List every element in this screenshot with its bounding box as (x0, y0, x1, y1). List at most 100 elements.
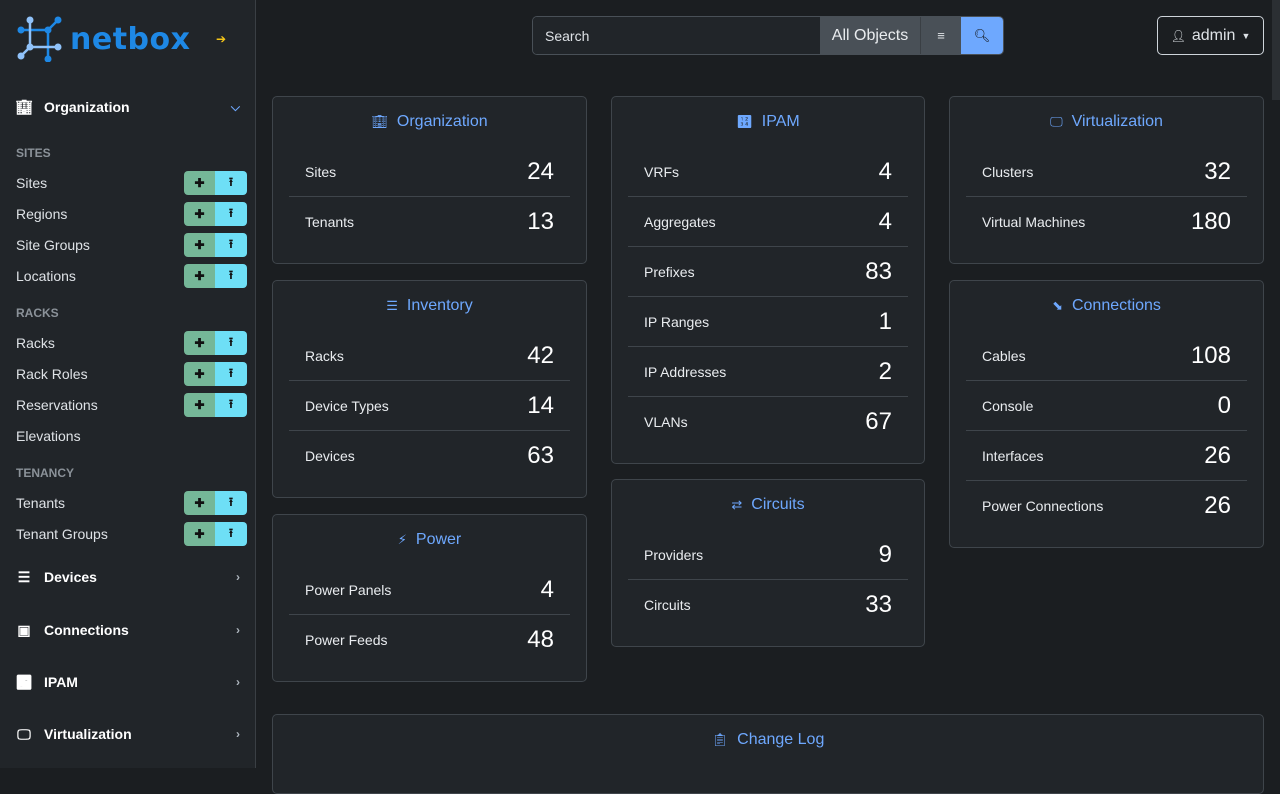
sidebar-section-organization[interactable]: 🏢︎ Organization ⌵ (14, 95, 240, 119)
stat-row[interactable]: VLANs 67 (628, 397, 908, 447)
import-button[interactable]: ⭱ (215, 264, 247, 288)
sidebar-section-connections[interactable]: ▣ Connections › (14, 618, 240, 642)
stat-label[interactable]: VRFs (644, 163, 679, 180)
add-button[interactable]: ✚ (184, 331, 215, 355)
stat-row[interactable]: Devices 63 (289, 431, 570, 481)
card-header[interactable]: 📋︎ Change Log (273, 715, 1263, 765)
netbox-logo[interactable]: netbox (16, 16, 190, 62)
add-button[interactable]: ✚ (184, 491, 215, 515)
sidebar-item-elevations[interactable]: Elevations (16, 424, 247, 448)
add-button[interactable]: ✚ (184, 202, 215, 226)
stat-label[interactable]: Device Types (305, 397, 389, 414)
stat-row[interactable]: Virtual Machines 180 (966, 197, 1247, 247)
import-button[interactable]: ⭱ (215, 522, 247, 546)
sidebar-item-site-groups[interactable]: Site Groups ✚ ⭱ (16, 233, 247, 257)
sidebar-item-rack-roles[interactable]: Rack Roles ✚ ⭱ (16, 362, 247, 386)
stat-row[interactable]: Power Panels 4 (289, 565, 570, 615)
stat-row[interactable]: Racks 42 (289, 331, 570, 381)
scrollbar[interactable] (1272, 0, 1280, 100)
stat-row[interactable]: Console 0 (966, 381, 1247, 431)
pin-sidebar-icon[interactable]: ➔ (216, 32, 227, 46)
sidebar-section-devices[interactable]: ☰ Devices › (14, 565, 240, 589)
stat-label[interactable]: Interfaces (982, 447, 1044, 464)
stat-row[interactable]: Device Types 14 (289, 381, 570, 431)
card-header[interactable]: ☰ Inventory (273, 281, 586, 331)
card-body: Providers 9 Circuits 33 (612, 530, 924, 646)
import-button[interactable]: ⭱ (215, 331, 247, 355)
card-header[interactable]: ⚡︎ Power (273, 515, 586, 565)
transit-icon: ⇄ (731, 497, 743, 512)
sidebar-item-locations[interactable]: Locations ✚ ⭱ (16, 264, 247, 288)
stat-row[interactable]: VRFs 4 (628, 147, 908, 197)
import-button[interactable]: ⭱ (215, 202, 247, 226)
import-button[interactable]: ⭱ (215, 233, 247, 257)
chevron-right-icon: › (236, 727, 240, 741)
import-button[interactable]: ⭱ (215, 362, 247, 386)
import-button[interactable]: ⭱ (215, 171, 247, 195)
stat-label[interactable]: Providers (644, 546, 704, 563)
sidebar-item-sites[interactable]: Sites ✚ ⭱ (16, 171, 247, 195)
stat-label[interactable]: Virtual Machines (982, 214, 1086, 230)
card-header[interactable]: 🔢︎ IPAM (612, 97, 924, 147)
sidebar-item-tenants[interactable]: Tenants ✚ ⭱ (16, 491, 247, 515)
stat-label[interactable]: Tenants (305, 214, 355, 230)
sidebar-item-tenant-groups[interactable]: Tenant Groups ✚ ⭱ (16, 522, 247, 546)
stat-row[interactable]: Circuits 33 (628, 580, 908, 630)
stat-label[interactable]: Power Panels (305, 581, 392, 598)
card-title: Virtualization (1071, 113, 1163, 130)
add-button[interactable]: ✚ (184, 171, 215, 195)
stat-row[interactable]: Prefixes 83 (628, 247, 908, 297)
sidebar-section-virtualization[interactable]: 🖵︎ Virtualization › (14, 722, 240, 746)
add-button[interactable]: ✚ (184, 233, 215, 257)
search-input[interactable]: Search (533, 17, 820, 54)
add-button[interactable]: ✚ (184, 264, 215, 288)
sidebar-item-regions[interactable]: Regions ✚ ⭱ (16, 202, 247, 226)
stat-label[interactable]: Power Connections (982, 498, 1104, 514)
building-icon: 🏢︎ (15, 98, 33, 115)
stat-label[interactable]: Circuits (644, 597, 691, 613)
search-button[interactable]: 🔍︎ (961, 17, 1003, 54)
add-button[interactable]: ✚ (184, 393, 215, 417)
sidebar-item-reservations[interactable]: Reservations ✚ ⭱ (16, 393, 247, 417)
user-menu-button[interactable]: 👤︎ admin ▼ (1157, 16, 1264, 55)
stat-label[interactable]: Racks (305, 347, 344, 364)
stat-label[interactable]: Devices (305, 448, 355, 464)
stat-row[interactable]: Aggregates 4 (628, 197, 908, 247)
sidebar-group-heading: RACKS (16, 306, 59, 320)
stat-label[interactable]: IP Ranges (644, 313, 710, 330)
stat-label[interactable]: VLANs (644, 414, 688, 430)
import-button[interactable]: ⭱ (215, 491, 247, 515)
card-header[interactable]: 🏢︎ Organization (273, 97, 586, 147)
stat-label[interactable]: Clusters (982, 163, 1034, 180)
stat-row[interactable]: Interfaces 26 (966, 431, 1247, 481)
filter-icon[interactable]: ≡ (921, 17, 961, 54)
stat-row[interactable]: Power Feeds 48 (289, 615, 570, 665)
search-scope-select[interactable]: All Objects (820, 17, 921, 54)
card-title: Inventory (406, 297, 473, 314)
stat-row[interactable]: Cables 108 (966, 331, 1247, 381)
stat-row[interactable]: IP Addresses 2 (628, 347, 908, 397)
stat-label[interactable]: Prefixes (644, 263, 695, 280)
stat-label[interactable]: Aggregates (644, 213, 716, 230)
sidebar-section-label: IPAM (44, 674, 78, 690)
stat-label[interactable]: Console (982, 397, 1034, 414)
stat-row[interactable]: Sites 24 (289, 147, 570, 197)
card-header[interactable]: 🖵︎ Virtualization (950, 97, 1263, 147)
sidebar-section-ipam[interactable]: 🔢︎ IPAM › (14, 670, 240, 694)
stat-row[interactable]: Power Connections 26 (966, 481, 1247, 531)
sidebar-group-heading: TENANCY (16, 466, 75, 480)
stat-label[interactable]: IP Addresses (644, 363, 727, 380)
stat-label[interactable]: Sites (305, 163, 337, 180)
stat-row[interactable]: Providers 9 (628, 530, 908, 580)
card-header[interactable]: ⬊ Connections (950, 281, 1263, 331)
stat-label[interactable]: Power Feeds (305, 632, 388, 648)
card-header[interactable]: ⇄ Circuits (612, 480, 924, 530)
stat-label[interactable]: Cables (982, 347, 1026, 364)
stat-row[interactable]: Tenants 13 (289, 197, 570, 247)
sidebar-item-racks[interactable]: Racks ✚ ⭱ (16, 331, 247, 355)
stat-row[interactable]: Clusters 32 (966, 147, 1247, 197)
add-button[interactable]: ✚ (184, 362, 215, 386)
stat-row[interactable]: IP Ranges 1 (628, 297, 908, 347)
import-button[interactable]: ⭱ (215, 393, 247, 417)
add-button[interactable]: ✚ (184, 522, 215, 546)
